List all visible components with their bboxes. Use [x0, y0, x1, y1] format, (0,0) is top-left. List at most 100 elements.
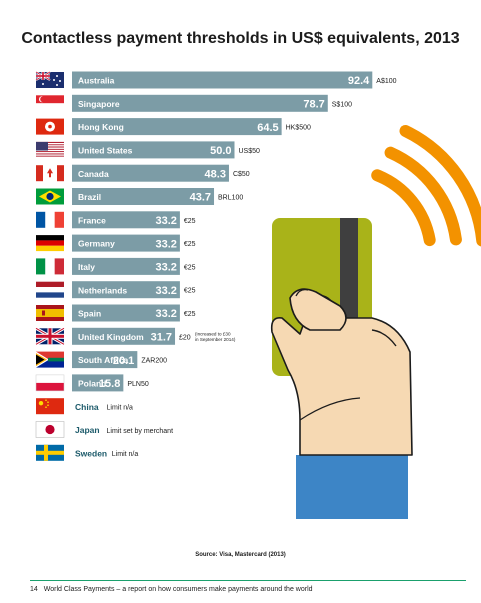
singapore-flag — [36, 95, 64, 112]
south-africa-flag — [36, 351, 64, 368]
bar-country-label: Poland — [78, 379, 106, 389]
bar-local-currency-label: HK$500 — [286, 125, 311, 132]
bar-value-label: 15.8 — [99, 378, 120, 390]
bar-spain — [72, 304, 180, 322]
bar-value-label: 48.3 — [205, 168, 226, 180]
bar-note-label: in September 2014) — [195, 337, 236, 342]
netherlands-flag — [36, 281, 64, 298]
bar-hong-kong — [72, 118, 282, 136]
bar-value-label: 31.7 — [151, 332, 172, 344]
contactless-wave-1 — [371, 169, 436, 247]
bar-value-label: 92.4 — [348, 75, 370, 87]
bar-country-label: Italy — [78, 262, 95, 272]
contactless-wave-3 — [399, 124, 481, 247]
page-number: 14 — [30, 586, 38, 593]
germany-flag — [36, 235, 64, 252]
bar-note-label: (increased to £30 — [195, 331, 231, 336]
bar-netherlands — [72, 281, 180, 299]
bar-country-label: Australia — [78, 76, 115, 86]
bar-country-label: United States — [78, 146, 133, 156]
flags-layer — [35, 71, 65, 461]
bar-country-label: France — [78, 215, 106, 225]
bar-local-currency-label: C$50 — [233, 171, 250, 178]
thumbnail-line — [295, 288, 309, 297]
bar-value-label: 33.2 — [155, 262, 176, 274]
no-limit-country-label: Japan — [75, 425, 100, 435]
bars-layer — [72, 71, 373, 392]
labels-layer: Australia 92.4 A$100 Singapore 78.7 S$100 Hong… — [75, 75, 397, 458]
sweden-flag — [36, 444, 64, 461]
no-limit-text: Limit set by merchant — [107, 428, 174, 435]
source-note: Source: Visa, Mastercard (2013) — [195, 552, 286, 558]
uk-flag — [35, 326, 65, 346]
no-limit-country-label: Sweden — [75, 448, 107, 458]
italy-flag — [36, 258, 64, 275]
bar-local-currency-label: €25 — [184, 264, 196, 271]
bar-country-label: Spain — [78, 309, 101, 319]
bar-local-currency-label: €25 — [184, 218, 196, 225]
bar-united-kingdom — [72, 327, 176, 345]
no-limit-country-label: China — [75, 402, 99, 412]
bar-value-label: 33.2 — [155, 285, 176, 297]
australia-flag — [35, 71, 64, 88]
bar-local-currency-label: A$100 — [376, 78, 396, 85]
finger-line — [371, 329, 397, 347]
footer-divider — [30, 580, 466, 581]
bar-local-currency-label: €25 — [184, 241, 196, 248]
us-flag — [36, 141, 64, 158]
bar-country-label: Germany — [78, 239, 115, 249]
bar-poland — [72, 374, 124, 392]
bar-local-currency-label: €25 — [184, 288, 196, 295]
bar-local-currency-label: S$100 — [332, 101, 352, 108]
bar-canada — [72, 164, 229, 182]
bar-value-label: 33.2 — [155, 238, 176, 250]
bar-italy — [72, 257, 180, 275]
bar-country-label: United Kingdom — [78, 332, 144, 342]
palm-line — [299, 397, 361, 421]
bar-country-label: Hong Kong — [78, 122, 124, 132]
no-limit-text: Limit n/a — [107, 405, 134, 412]
brazil-flag — [36, 188, 64, 205]
poland-flag — [35, 374, 65, 392]
bar-local-currency-label: £20 — [179, 334, 191, 341]
bar-local-currency-label: PLN50 — [127, 381, 149, 388]
france-flag — [36, 211, 64, 228]
bar-country-label: Canada — [78, 169, 109, 179]
contactless-wave-2 — [384, 146, 462, 246]
sleeve-shape — [296, 455, 408, 519]
chart-title: Contactless payment thresholds in US$ eq… — [21, 30, 460, 47]
bar-france — [72, 211, 180, 229]
no-limit-text: Limit n/a — [112, 451, 139, 458]
footer-text: World Class Payments – a report on how c… — [43, 586, 313, 593]
bar-value-label: 64.5 — [257, 122, 278, 134]
japan-flag — [35, 421, 65, 438]
bar-value-label: 43.7 — [190, 192, 211, 204]
bar-value-label: 50.0 — [210, 145, 231, 157]
thumb-shape — [289, 288, 347, 331]
bar-united-states — [72, 141, 235, 159]
bar-local-currency-label: BRL100 — [218, 195, 243, 202]
bar-value-label: 33.2 — [155, 308, 176, 320]
bar-value-label: 78.7 — [303, 99, 324, 111]
bar-local-currency-label: US$50 — [239, 148, 261, 155]
bar-australia — [72, 71, 373, 89]
footer: 14 World Class Payments – a report on how… — [30, 586, 313, 593]
bar-germany — [72, 234, 180, 252]
bar-country-label: Brazil — [78, 192, 101, 202]
bar-brazil — [72, 188, 215, 205]
bar-south-africa — [72, 351, 138, 369]
hong-kong-flag — [36, 118, 64, 135]
spain-flag — [36, 305, 64, 321]
bar-value-label: 33.2 — [155, 215, 176, 227]
bar-value-label: 20.1 — [113, 355, 134, 367]
bar-local-currency-label: €25 — [184, 311, 196, 318]
bar-local-currency-label: ZAR200 — [141, 358, 167, 365]
bar-country-label: South Africa — [78, 355, 128, 365]
china-flag — [36, 398, 64, 415]
hand-holding-card-illustration — [270, 124, 481, 519]
bar-singapore — [72, 94, 328, 112]
bar-country-label: Netherlands — [78, 285, 127, 295]
canada-flag — [36, 165, 64, 182]
bar-country-label: Singapore — [78, 99, 120, 109]
